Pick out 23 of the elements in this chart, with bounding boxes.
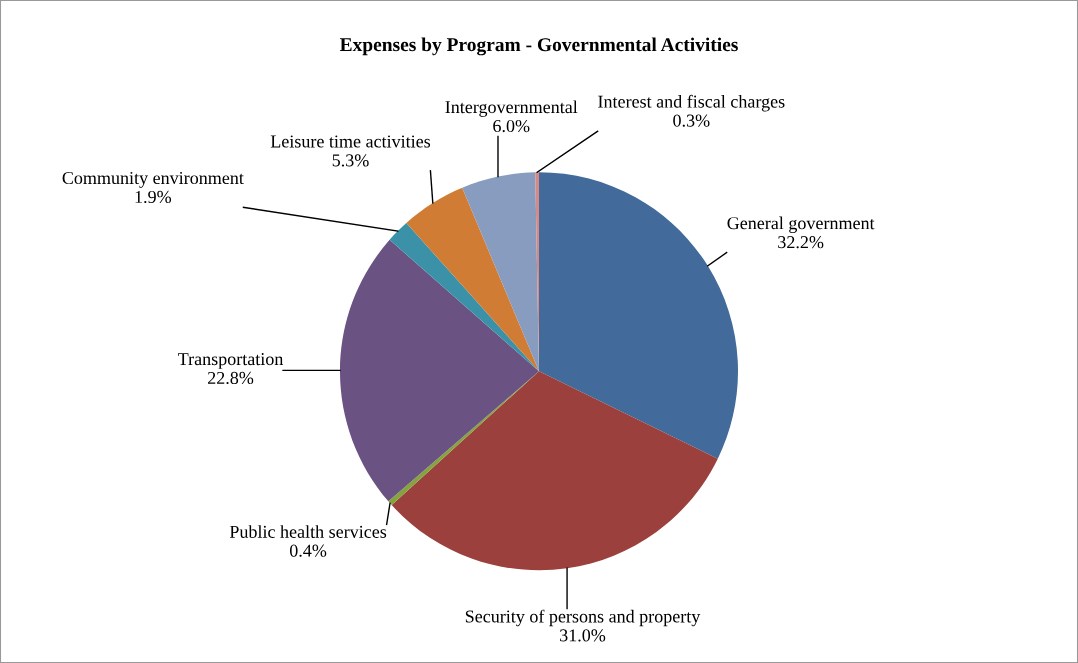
data-label: 31.0% — [560, 629, 606, 642]
data-label: 32.2% — [778, 236, 824, 249]
chart-title: Expenses by Program - Governmental Activities — [339, 37, 738, 56]
pie-slice — [462, 172, 539, 372]
slice-label: Community environment — [62, 171, 244, 188]
pie-slice — [406, 187, 539, 372]
slice-label: Leisure time activities — [270, 135, 431, 148]
data-label: 5.3% — [332, 154, 369, 167]
data-label: 0.4% — [289, 544, 327, 557]
data-label: 6.0% — [493, 119, 530, 133]
pie-slice — [388, 371, 539, 506]
slice-label: Security of persons and property — [465, 609, 701, 627]
pie-slice — [391, 371, 718, 571]
slice-label: Transportation — [178, 353, 284, 369]
data-label: 1.9% — [135, 190, 172, 204]
pie-slice — [389, 222, 539, 372]
slice-label: Interest and fiscal charges — [598, 94, 785, 112]
data-label: 22.8% — [208, 371, 254, 385]
slice-label: Intergovernmental — [445, 100, 578, 117]
pie-slice — [339, 239, 539, 502]
slice-label: Public health services — [229, 525, 387, 538]
slice-label: General government — [727, 216, 875, 234]
data-label: 0.3% — [673, 114, 710, 127]
